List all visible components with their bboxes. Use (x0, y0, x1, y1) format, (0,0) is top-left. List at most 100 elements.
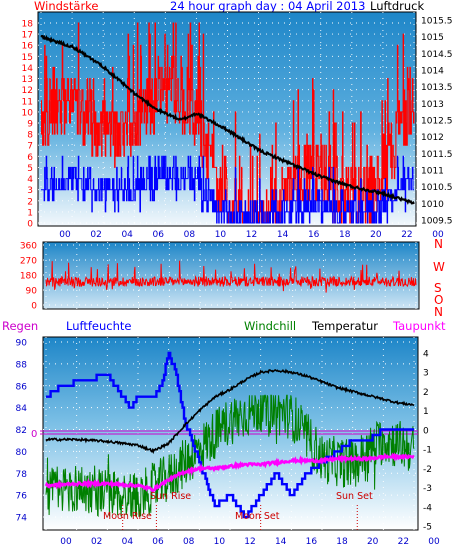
luftdruck-tick: 1011.5 (421, 150, 453, 160)
windstaerke-tick: 6 (27, 153, 33, 163)
sun-set-label: Sun Set (336, 491, 373, 502)
chart-title: 24 hour graph day : 04 April 2013 (170, 0, 365, 13)
time-tick: 22 (398, 537, 409, 547)
time-tick: 22 (401, 230, 412, 240)
time-tick: 06 (152, 537, 164, 547)
time-tick: 06 (153, 230, 165, 240)
time-tick: 08 (184, 230, 196, 240)
direction-tick: 270 (20, 257, 37, 267)
humidity-tick: 82 (16, 426, 27, 436)
windstaerke-tick: 4 (27, 175, 33, 185)
luftdruck-tick: 1014 (421, 67, 444, 77)
pressure-series (40, 34, 415, 205)
time-tick: 00 (428, 537, 440, 547)
time-axis-wind: 00 02 04 06 08 10 12 14 16 18 20 22 00 (59, 230, 444, 240)
windstaerke-tick: 3 (27, 186, 33, 196)
humidity-series (46, 351, 414, 519)
luftdruck-tick: 1014.5 (421, 50, 453, 60)
humidity-tick: 90 (16, 339, 28, 349)
time-tick: 04 (122, 537, 134, 547)
time-tick: 18 (339, 230, 351, 240)
time-tick: 10 (214, 537, 226, 547)
windstaerke-tick: 16 (22, 42, 34, 52)
windstaerke-tick: 17 (22, 31, 33, 41)
pressure-line (40, 34, 415, 205)
windstaerke-tick: 2 (27, 197, 33, 207)
luftfeuchte-label: Luftfeuchte (66, 319, 131, 333)
temperature-tick: -5 (423, 523, 432, 533)
temperature-axis: -5 -4 -3 -2 -1 0 1 2 3 4 (423, 350, 432, 533)
direction-tick: 180 (20, 272, 37, 282)
direction-axis-degrees: 0 90 180 270 360 (20, 242, 37, 312)
time-tick: 04 (121, 230, 133, 240)
windstaerke-tick: 14 (22, 64, 34, 74)
humidity-tick: 80 (16, 448, 28, 458)
windstaerke-tick: 1 (27, 208, 33, 218)
luftdruck-tick: 1010 (421, 200, 444, 210)
temperature-tick: -3 (423, 484, 432, 494)
moon-rise-label: Moon Rise (103, 511, 152, 522)
temperature-tick: 4 (423, 350, 429, 360)
time-tick: 20 (370, 230, 382, 240)
time-tick: 12 (244, 537, 255, 547)
luftdruck-tick: 1009.5 (421, 217, 453, 227)
humidity-tick: 76 (16, 492, 28, 502)
windchill-series (45, 394, 415, 519)
windstaerke-tick: 0 (27, 220, 33, 230)
dir-label-n-bottom: N (434, 305, 443, 319)
humidity-axis: 74 76 78 80 82 84 86 88 90 (16, 339, 28, 524)
luftdruck-label: Luftdruck (370, 0, 424, 13)
luftdruck-tick: 1012.5 (421, 117, 453, 127)
temperature-tick: -1 (423, 446, 432, 456)
windstaerke-tick: 8 (27, 131, 33, 141)
time-tick: 14 (277, 230, 289, 240)
temperature-tick: 1 (423, 407, 429, 417)
time-tick: 00 (59, 230, 71, 240)
luftdruck-tick: 1013 (421, 100, 444, 110)
luftdruck-tick: 1012 (421, 133, 444, 143)
humidity-tick: 88 (16, 360, 28, 370)
time-axis-temperature: 00 02 04 06 08 10 12 14 16 18 20 22 00 (60, 537, 440, 547)
luftdruck-tick: 1015.5 (421, 17, 453, 27)
temperature-tick: 0 (423, 426, 429, 436)
time-tick: 20 (367, 537, 379, 547)
humidity-tick: 86 (16, 382, 28, 392)
temperature-line (45, 368, 415, 455)
temperature-tick: 2 (423, 388, 429, 398)
dir-label-w: W (433, 260, 445, 274)
windstaerke-label: Windstärke (34, 0, 99, 13)
dewpoint-line (44, 452, 415, 493)
wind-average-line (41, 155, 414, 224)
time-tick: 00 (432, 230, 444, 240)
windchill-line (45, 394, 415, 519)
wind-average-series (41, 155, 414, 224)
sun-rise-label: Sun Rise (150, 491, 191, 502)
time-tick: 16 (306, 537, 318, 547)
temperature-series (45, 368, 415, 455)
windstaerke-tick: 13 (22, 75, 33, 85)
luftdruck-tick: 1011 (421, 167, 444, 177)
direction-tick: 90 (26, 287, 38, 297)
time-tick: 12 (246, 230, 257, 240)
windstaerke-tick: 12 (22, 86, 33, 96)
luftdruck-tick: 1015 (421, 33, 444, 43)
temperature-tick: -4 (423, 503, 432, 513)
dir-label-s: S (434, 281, 442, 295)
windstaerke-tick: 11 (22, 97, 33, 107)
time-tick: 14 (275, 537, 287, 547)
time-tick: 02 (90, 230, 101, 240)
humidity-tick: 74 (16, 514, 28, 524)
wind-direction-line (45, 260, 417, 293)
astronomy-events: Moon Rise Sun Rise Moon Set Sun Set (103, 491, 373, 530)
time-tick: 08 (183, 537, 195, 547)
temperature-tick: -2 (423, 465, 432, 475)
humidity-tick: 78 (16, 470, 28, 480)
temperature-tick: 3 (423, 369, 429, 379)
windchill-label: Windchill (244, 319, 296, 333)
luftdruck-tick: 1013.5 (421, 83, 453, 93)
windstaerke-tick: 15 (22, 53, 33, 63)
time-tick: 18 (336, 537, 348, 547)
